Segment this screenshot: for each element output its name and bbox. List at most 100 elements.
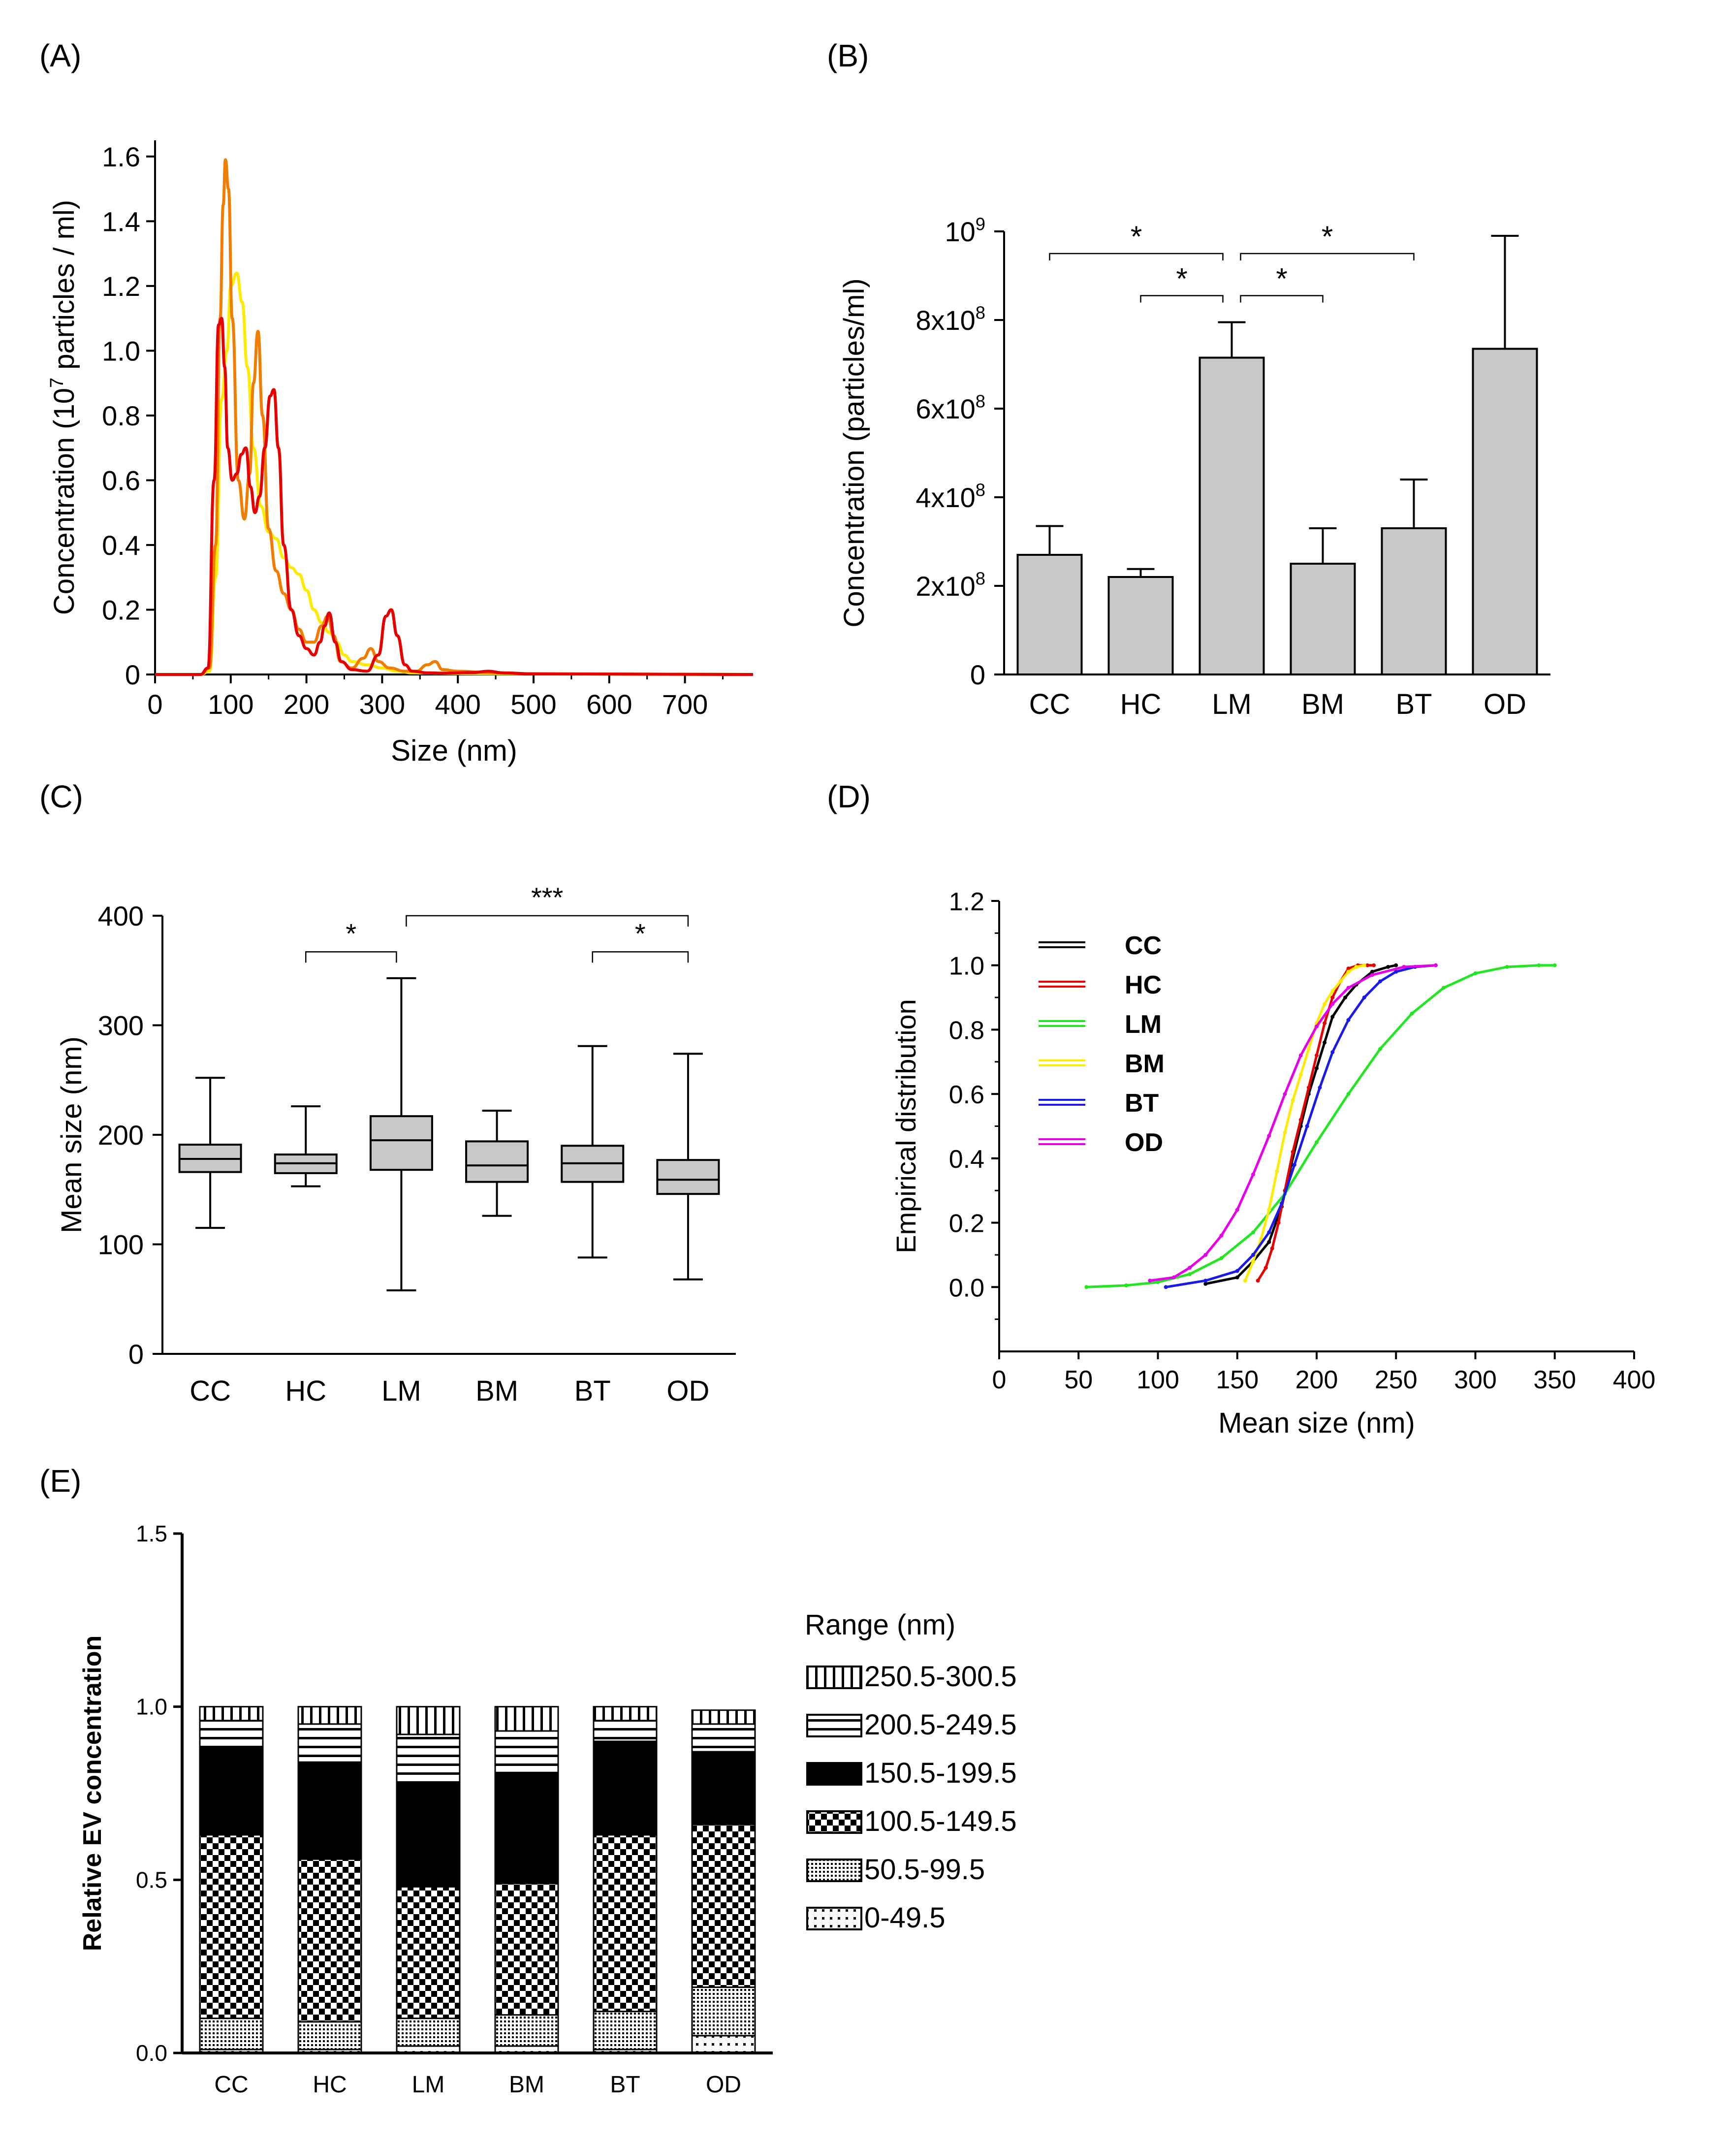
stack-segment-bt (593, 1720, 658, 1742)
stack-segment-od (691, 1824, 756, 1988)
y-tick-label: 109 (945, 214, 985, 247)
cdf-point-bm (1251, 1259, 1255, 1263)
y-tick-label: 1.6 (102, 141, 140, 172)
cdf-line-hc (1257, 964, 1374, 1282)
legend-label-bm: BM (1125, 1050, 1165, 1078)
x-tick-label: BM (475, 1375, 518, 1407)
x-axis-label: Size (nm) (391, 734, 517, 767)
x-tick-label: 400 (1613, 1366, 1656, 1394)
legend-swatch (806, 1907, 862, 1930)
stack-segment-hc (297, 1706, 362, 1725)
stack-segment-bm (494, 2014, 559, 2047)
x-tick-label: 300 (1454, 1366, 1497, 1394)
cdf-point-cc (1267, 1240, 1271, 1244)
y-tick-label: 1.4 (102, 206, 140, 237)
stack-segment-lm (396, 2018, 461, 2047)
x-tick-label: 400 (435, 689, 480, 720)
cdf-point-bm (1267, 1208, 1271, 1212)
cdf-point-lm (1124, 1283, 1128, 1288)
stack-segment-od (691, 1723, 756, 1753)
stack-segment-cc (199, 1706, 264, 1722)
x-tick-label: 100 (1136, 1366, 1179, 1394)
stack-segment-lm (396, 1706, 461, 1735)
cdf-point-bt (1280, 1201, 1284, 1206)
cdf-point-od (1188, 1266, 1192, 1270)
x-tick-label: OD (706, 2072, 741, 2098)
cdf-point-hc (1346, 966, 1351, 971)
y-tick-label: 0 (125, 659, 140, 690)
legend-swatch (806, 1762, 862, 1786)
legend-title: Range (nm) (805, 1609, 955, 1641)
cdf-point-hc (1270, 1246, 1274, 1250)
cdf-point-cc (1330, 1015, 1335, 1019)
cdf-point-bt (1330, 1050, 1335, 1055)
y-axis-label: Mean size (nm) (56, 1036, 88, 1233)
cdf-point-cc (1370, 969, 1374, 974)
y-tick-label: 0.6 (949, 1081, 984, 1109)
cdf-point-bm (1291, 1098, 1295, 1103)
stack-segment-cc (199, 2018, 264, 2051)
x-axis-label: Mean size (nm) (1218, 1407, 1415, 1439)
panel-a-chart: 0 0.2 0.4 0.6 0.8 1.0 1.2 1.4 1.6 0 100 200 300 400 50… (47, 140, 754, 767)
cdf-point-od (1267, 1134, 1271, 1138)
legend-label-od: OD (1125, 1128, 1163, 1157)
x-tick-label: 600 (586, 689, 632, 720)
x-tick-label: 500 (510, 689, 556, 720)
box-lm (369, 1115, 433, 1171)
stack-segment-bm (494, 1882, 559, 2016)
panel-b-chart: 0 2x108 4x108 6x108 8x108 109 Concentration (p… (838, 214, 1550, 720)
cdf-point-bt (1305, 1124, 1309, 1128)
cdf-point-cc (1386, 964, 1390, 969)
stack-segment-bt (593, 2011, 658, 2051)
stack-segment-bm (494, 1771, 559, 1884)
cdf-point-hc (1291, 1150, 1295, 1154)
bar-hc (1107, 576, 1174, 675)
legend-label-bt: BT (1125, 1089, 1159, 1118)
x-tick-label: CC (214, 2072, 248, 2098)
significance-bracket (1240, 295, 1324, 303)
cdf-point-bm (1354, 964, 1358, 969)
significance-bracket (592, 951, 689, 963)
x-tick-label: BT (574, 1375, 611, 1407)
y-tick-label: 4x108 (915, 480, 985, 513)
bar-bm (1290, 563, 1356, 675)
cdf-point-cc (1235, 1275, 1239, 1280)
cdf-point-bt (1267, 1230, 1271, 1235)
y-tick-label: 2x108 (915, 569, 985, 602)
x-tick-label: 250 (1375, 1366, 1418, 1394)
cdf-point-bm (1346, 969, 1351, 974)
x-tick-label: OD (1483, 688, 1526, 720)
y-tick-label: 200 (98, 1120, 144, 1151)
box-bm (465, 1140, 529, 1183)
y-tick-label: 0 (970, 659, 985, 690)
stack-segment-hc (297, 1761, 362, 1860)
cdf-point-bt (1251, 1252, 1255, 1257)
cdf-point-bm (1362, 963, 1366, 967)
panel-e-chart: 0.0 0.5 1.0 1.5 Relative EV concentration CC H… (78, 1521, 1017, 2098)
cdf-point-bt (1292, 1162, 1296, 1167)
y-tick-label: 300 (98, 1010, 144, 1041)
y-axis-label: Concentration (particles/ml) (838, 278, 870, 627)
stack-segment-bt (593, 1834, 658, 2013)
stack-segment-cc (199, 1720, 264, 1749)
significance-bracket (1049, 253, 1224, 260)
y-tick-label: 8x108 (915, 303, 985, 336)
cdf-point-bm (1330, 989, 1335, 993)
cdf-point-lm (1442, 986, 1446, 990)
cdf-point-bm (1306, 1047, 1311, 1051)
x-tick-label: 350 (1533, 1366, 1576, 1394)
significance-bracket (305, 951, 397, 963)
x-tick-label: 300 (359, 689, 405, 720)
x-tick-label: HC (1120, 688, 1162, 720)
stack-segment-cc (199, 1747, 264, 1836)
cdf-point-od (1402, 964, 1406, 969)
x-tick-label: 700 (662, 689, 708, 720)
significance-label: * (1176, 262, 1187, 295)
cdf-point-od (1330, 1002, 1335, 1006)
y-tick-label: 0.8 (102, 400, 140, 431)
x-tick-label: BT (1395, 688, 1432, 720)
y-axis-label: Relative EV concentration (78, 1635, 107, 1952)
bar-od (1472, 348, 1538, 675)
x-tick-label: BT (610, 2072, 640, 2098)
